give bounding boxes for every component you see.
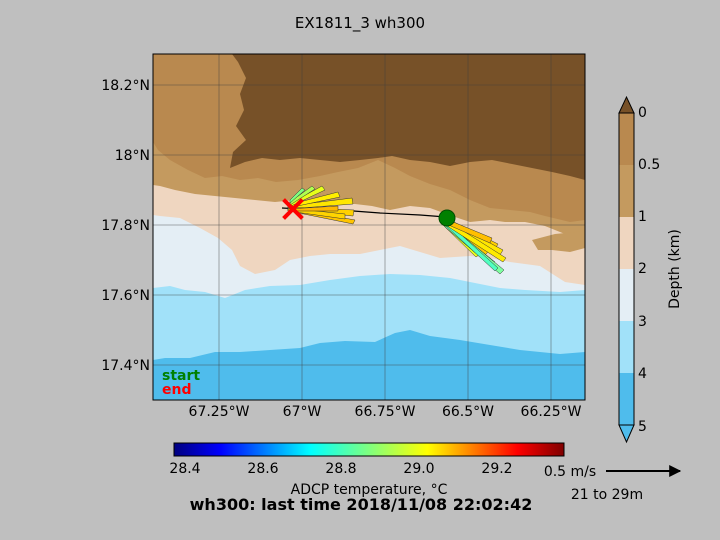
land-shelf [230, 54, 585, 180]
end-marker [282, 198, 304, 220]
footer-last-time: wh300: last time 2018/11/08 22:02:42 [190, 495, 533, 514]
depth-colorbar-bottom-triangle [618, 424, 635, 444]
depth-tick: 0.5 [638, 157, 660, 173]
lon-tick: 66.5°W [442, 404, 494, 420]
lon-tick: 67.25°W [189, 404, 250, 420]
lon-labels: 67.25°W 67°W 66.75°W 66.5°W 66.25°W [189, 404, 582, 420]
map-frame [152, 53, 586, 401]
legend-end: end [162, 382, 191, 398]
depth-colorbar-label: Depth (km) [667, 229, 683, 309]
lat-tick: 18.2°N [101, 78, 150, 94]
lon-tick: 67°W [283, 404, 322, 420]
start-marker [438, 209, 456, 227]
temp-tick: 28.8 [325, 461, 356, 477]
depth-tick: 3 [638, 314, 647, 330]
current-vectors-east [441, 217, 507, 275]
depth-colorbar: 0 0.5 1 2 3 4 5 Depth (km) [618, 95, 683, 444]
depth-tick: 5 [638, 419, 647, 435]
lat-tick: 17.4°N [101, 358, 150, 374]
temperature-colorbar: 28.4 28.6 28.8 29.0 29.2 ADCP temperatur… [169, 442, 565, 498]
depth-tick: 0 [638, 105, 647, 121]
depth-tick: 1 [638, 209, 647, 225]
map-panel [153, 54, 585, 400]
temp-tick: 28.4 [169, 461, 200, 477]
temp-tick: 29.2 [481, 461, 512, 477]
scale-speed-label: 0.5 m/s [544, 464, 596, 480]
current-vectors-west [287, 185, 356, 225]
lat-tick: 18°N [115, 148, 150, 164]
figure-title: EX1811_3 wh300 [295, 14, 425, 33]
lat-labels: 18.2°N 18°N 17.8°N 17.6°N 17.4°N [101, 78, 150, 374]
lon-tick: 66.75°W [355, 404, 416, 420]
depth-1km-patch [532, 230, 585, 252]
temp-tick: 28.6 [247, 461, 278, 477]
map-gridlines [153, 54, 585, 400]
legend-start: start [162, 368, 200, 384]
depth-tick: 2 [638, 261, 647, 277]
temp-tick: 29.0 [403, 461, 434, 477]
lat-tick: 17.8°N [101, 218, 150, 234]
depth-tick: 4 [638, 366, 647, 382]
lon-tick: 66.25°W [521, 404, 582, 420]
depth-colorbar-top-triangle [618, 95, 635, 114]
lat-tick: 17.6°N [101, 288, 150, 304]
velocity-scale: 0.5 m/s 21 to 29m [544, 464, 682, 503]
temp-colorbar-label: ADCP temperature, °C [291, 482, 448, 498]
scale-depth-range: 21 to 29m [571, 487, 643, 503]
